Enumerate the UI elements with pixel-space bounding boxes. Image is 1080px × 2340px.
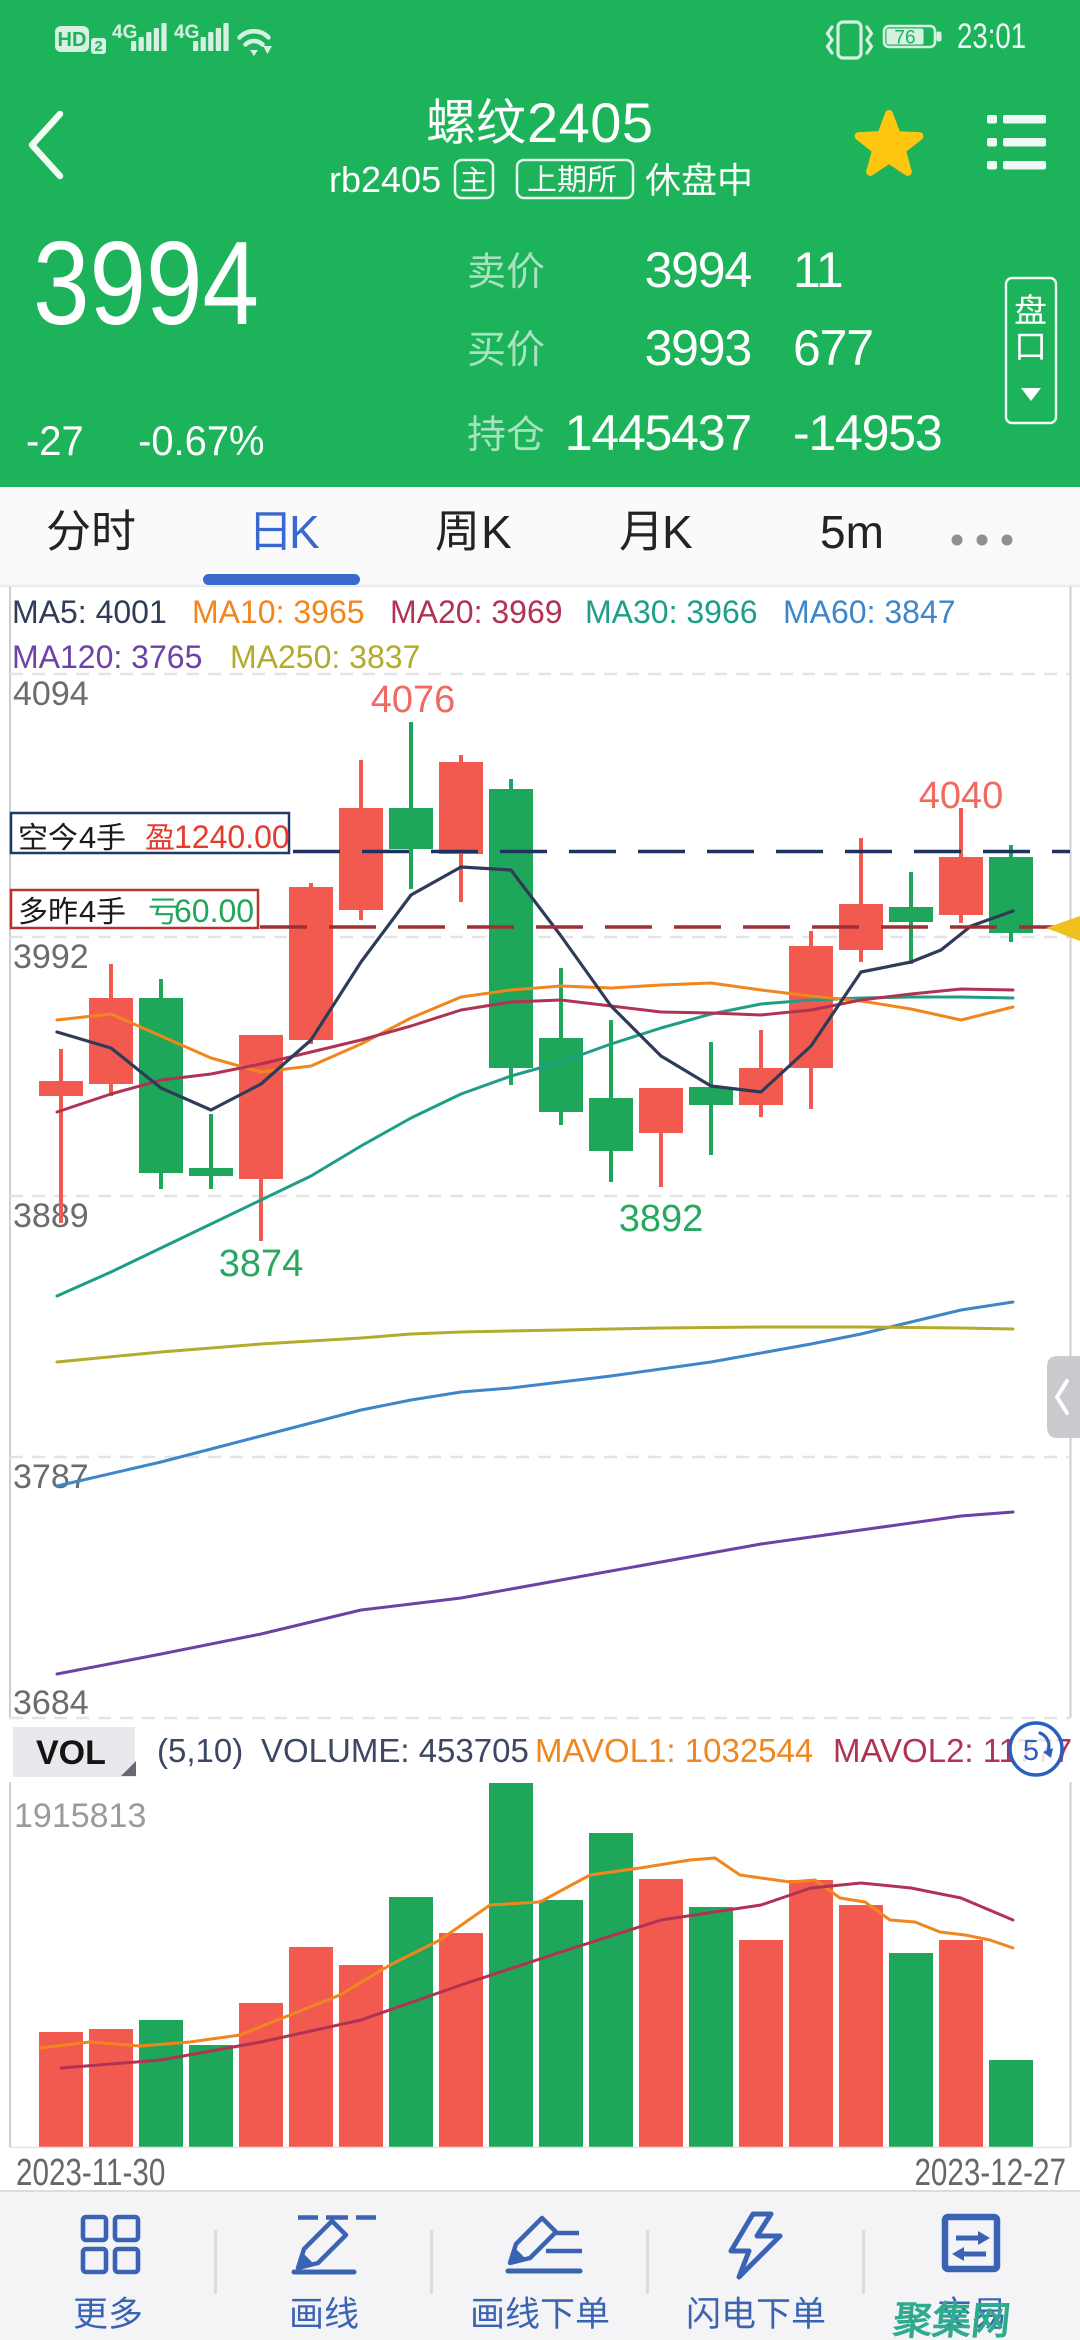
- svg-text:3684: 3684: [13, 1684, 89, 1722]
- svg-text:VOLUME: 453705: VOLUME: 453705: [261, 1732, 529, 1769]
- svg-text:2023-12-27: 2023-12-27: [914, 2152, 1066, 2194]
- svg-text:5m: 5m: [820, 506, 884, 558]
- svg-text:3994: 3994: [33, 218, 259, 350]
- svg-text:MA5: 4001: MA5: 4001: [12, 594, 167, 630]
- svg-text:4: 4: [79, 820, 96, 855]
- svg-text:3874: 3874: [219, 1243, 304, 1285]
- svg-text:677: 677: [793, 320, 873, 376]
- svg-text:4040: 4040: [919, 775, 1004, 817]
- svg-text:K: K: [481, 506, 512, 558]
- svg-text:MA20: 3969: MA20: 3969: [390, 594, 563, 630]
- svg-text:4G: 4G: [112, 22, 137, 43]
- svg-text:HD: HD: [58, 29, 87, 51]
- svg-text:-0.67%: -0.67%: [138, 417, 264, 464]
- svg-text:4G: 4G: [174, 22, 199, 43]
- svg-text:MA60: 3847: MA60: 3847: [783, 594, 956, 630]
- svg-text:23:01: 23:01: [957, 16, 1026, 56]
- svg-text:1915813: 1915813: [14, 1797, 146, 1835]
- svg-text:3994: 3994: [645, 242, 752, 298]
- svg-text:(5,10): (5,10): [157, 1732, 243, 1769]
- svg-text:rb2405: rb2405: [329, 159, 441, 200]
- svg-text:MA120: 3765: MA120: 3765: [12, 639, 202, 675]
- svg-text:3889: 3889: [13, 1197, 89, 1235]
- svg-text:-27: -27: [26, 417, 84, 464]
- svg-text:MA30: 3966: MA30: 3966: [585, 594, 758, 630]
- svg-text:4076: 4076: [371, 679, 456, 721]
- svg-text:1240.00: 1240.00: [174, 819, 290, 855]
- svg-text:MA10: 3965: MA10: 3965: [192, 594, 365, 630]
- svg-text:K: K: [662, 506, 693, 558]
- svg-text:2405: 2405: [527, 91, 654, 154]
- svg-text:5: 5: [1023, 1735, 1039, 1767]
- svg-text:4: 4: [79, 894, 96, 929]
- svg-text:1445437: 1445437: [565, 405, 751, 461]
- svg-text:VOL: VOL: [36, 1734, 106, 1772]
- svg-text:MA250: 3837: MA250: 3837: [230, 639, 420, 675]
- svg-text:K: K: [289, 506, 320, 558]
- svg-text:3892: 3892: [619, 1198, 704, 1240]
- svg-text:11: 11: [793, 242, 843, 298]
- svg-text:76: 76: [894, 28, 915, 49]
- svg-text:MAVOL1: 1032544: MAVOL1: 1032544: [535, 1732, 813, 1769]
- svg-text:4094: 4094: [13, 675, 89, 713]
- svg-text:2023-11-30: 2023-11-30: [16, 2152, 165, 2194]
- svg-text:3787: 3787: [13, 1458, 89, 1496]
- svg-text:-14953: -14953: [793, 405, 942, 461]
- svg-text:60.00: 60.00: [174, 893, 254, 929]
- svg-text:3992: 3992: [13, 938, 89, 976]
- svg-text:2: 2: [94, 38, 102, 55]
- svg-text:3993: 3993: [645, 320, 751, 376]
